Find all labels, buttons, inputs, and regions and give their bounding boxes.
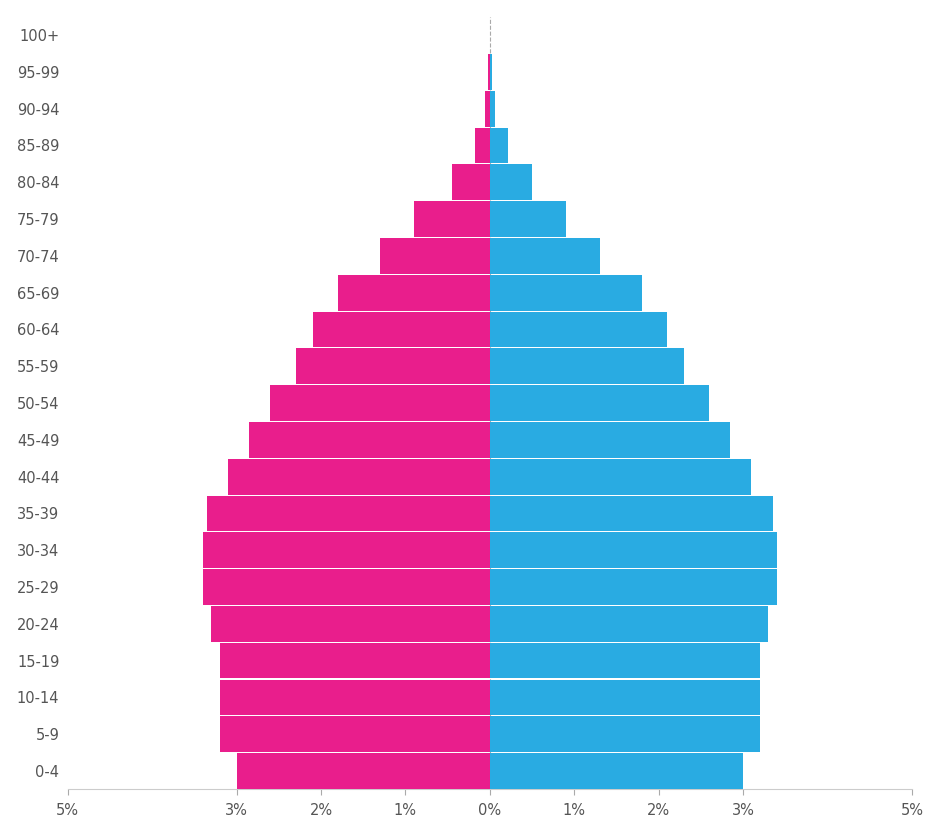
- Bar: [203, 533, 490, 568]
- Bar: [220, 643, 490, 679]
- Bar: [490, 422, 730, 458]
- Bar: [452, 164, 490, 200]
- Bar: [490, 385, 710, 421]
- Bar: [380, 238, 490, 274]
- Bar: [490, 238, 600, 274]
- Bar: [296, 348, 490, 384]
- Bar: [490, 128, 509, 164]
- Bar: [490, 606, 768, 641]
- Bar: [220, 680, 490, 716]
- Bar: [203, 569, 490, 605]
- Bar: [490, 643, 760, 679]
- Bar: [475, 128, 490, 164]
- Bar: [488, 54, 490, 89]
- Bar: [207, 496, 490, 531]
- Bar: [490, 496, 773, 531]
- Bar: [490, 680, 760, 716]
- Bar: [490, 533, 776, 568]
- Bar: [312, 311, 490, 347]
- Bar: [490, 201, 566, 237]
- Bar: [249, 422, 490, 458]
- Bar: [490, 716, 760, 752]
- Bar: [271, 385, 490, 421]
- Bar: [228, 458, 490, 494]
- Bar: [237, 753, 490, 789]
- Bar: [490, 569, 776, 605]
- Bar: [414, 201, 490, 237]
- Bar: [490, 753, 743, 789]
- Bar: [490, 54, 493, 89]
- Bar: [212, 606, 490, 641]
- Bar: [490, 458, 751, 494]
- Bar: [490, 164, 532, 200]
- Bar: [337, 275, 490, 311]
- Bar: [490, 311, 667, 347]
- Bar: [490, 348, 684, 384]
- Bar: [490, 91, 494, 127]
- Bar: [220, 716, 490, 752]
- Bar: [485, 91, 490, 127]
- Bar: [490, 275, 642, 311]
